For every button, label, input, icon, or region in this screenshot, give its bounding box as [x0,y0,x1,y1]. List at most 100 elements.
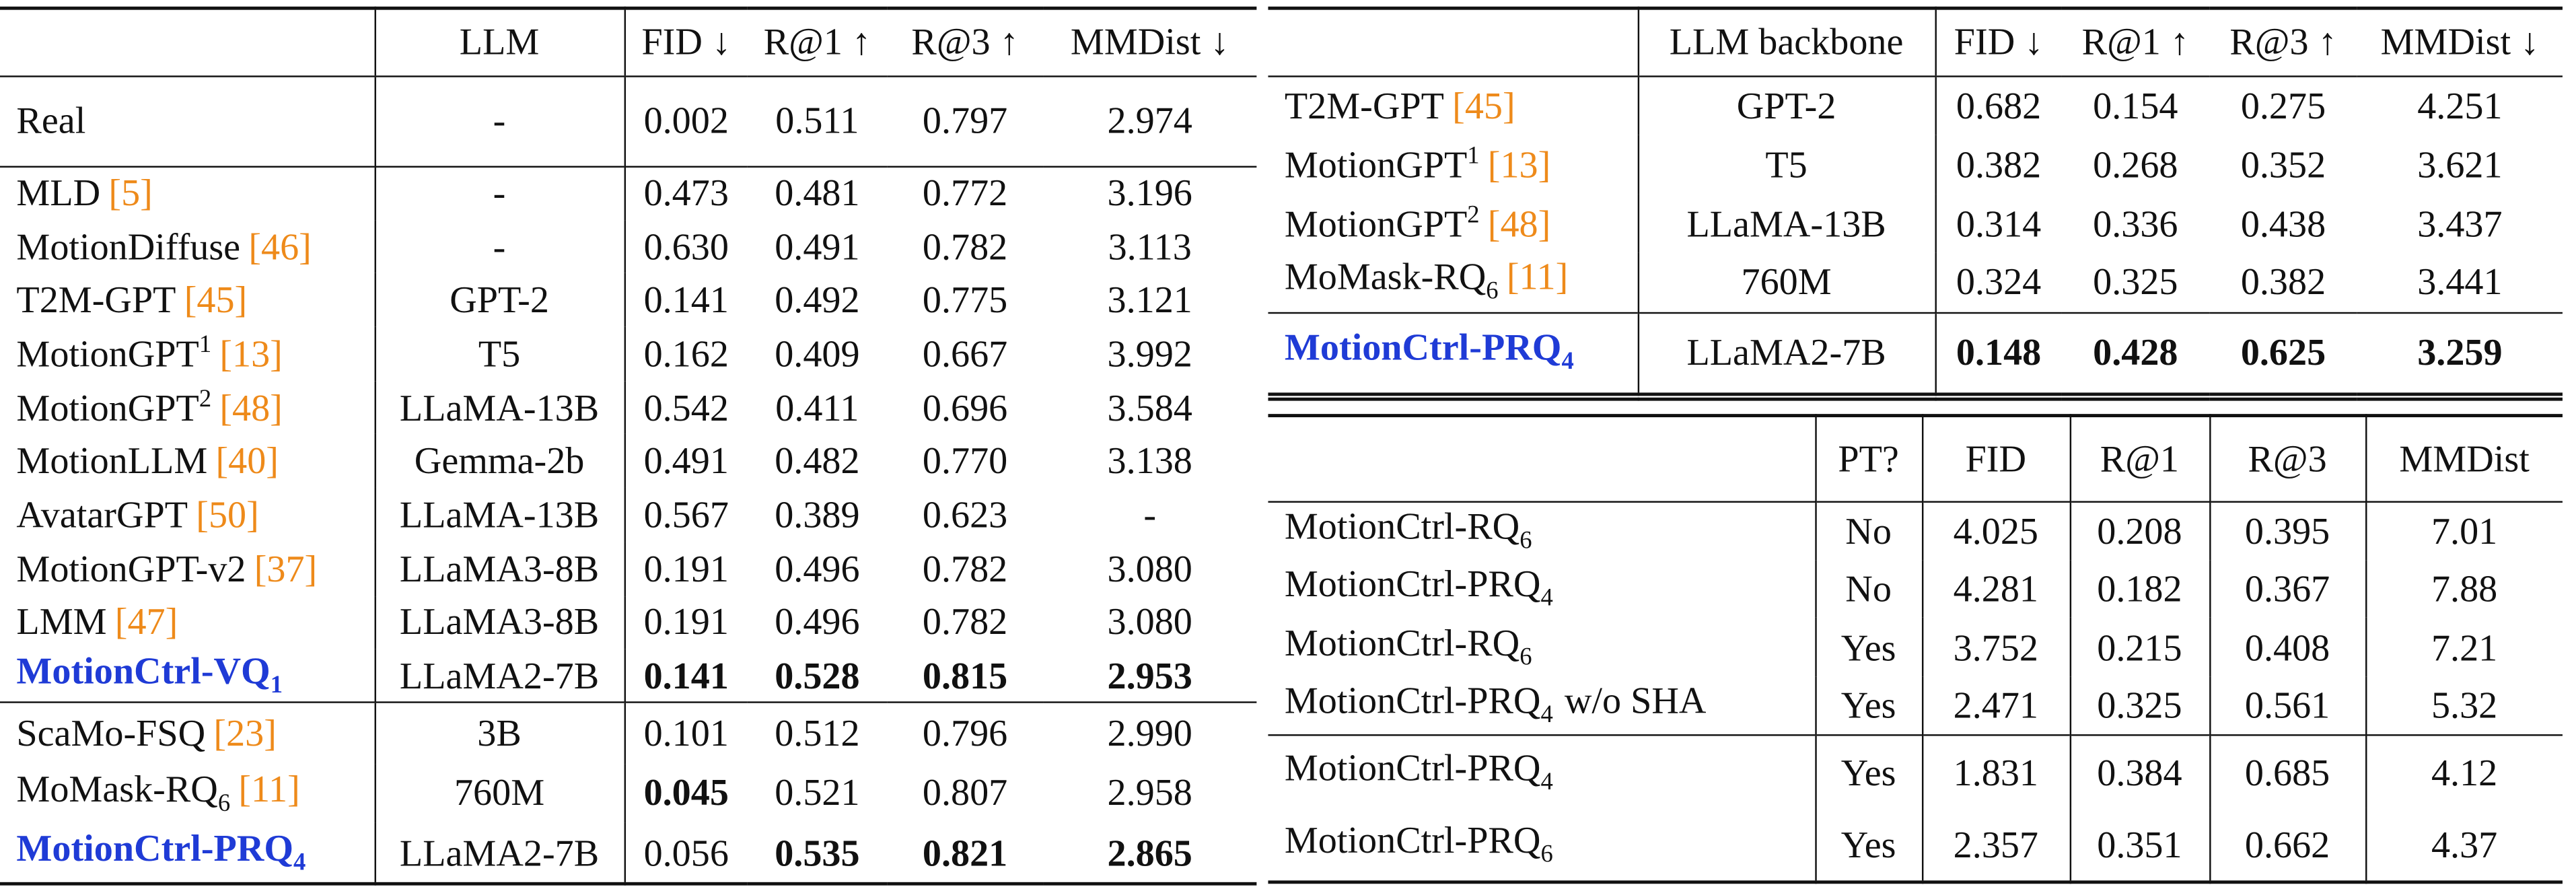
value-cell: LLaMA2-7B [1637,312,1935,396]
value-cell: 0.496 [775,602,860,643]
value-cell: 0.045 [623,762,748,824]
table-row: MotionCtrl-PRQ6 Yes 2.357 0.351 0.662 4.37 [1268,808,2563,882]
value-cell: 0.384 [2069,735,2210,809]
citation: [11] [1506,256,1569,298]
method-name: T2M-GPT [1284,85,1444,127]
header-cell: R@1 ↑ [747,8,888,77]
method-label: MotionCtrl-PRQ4 [16,827,306,876]
value-cell: 0.797 [922,100,1008,141]
value-cell: 0.215 [2069,618,2210,677]
value-cell: 0.411 [775,387,859,429]
value-cell: 0.662 [2208,808,2366,882]
method-cell: MotionCtrl-VQ1 [0,649,375,703]
table-row: MotionGPT2 [48] LLaMA-13B 0.542 0.411 0.696 3.… [0,380,1256,435]
value-cell: 0.336 [2093,203,2178,244]
value-cell: 2.990 [1107,713,1192,754]
header-cell [1268,415,1816,502]
value-cell: - [1143,494,1157,536]
value-cell: 0.492 [775,279,860,321]
value-cell: 0.770 [922,440,1008,482]
method-label: LMM [16,602,106,643]
method-label: MotionCtrl-PRQ4 [1284,327,1574,376]
value-cell: 3.113 [1108,225,1192,267]
table-row: MotionCtrl-PRQ4 LLaMA2-7B 0.056 0.535 0.821 2… [0,823,1256,884]
method-cell: MotionGPT2 [48] [0,381,375,435]
citation: [13] [219,334,283,376]
value-cell: GPT-2 [373,273,624,327]
table-row: MotionCtrl-PRQ4 Yes 1.831 0.384 0.685 4.12 [1268,735,2563,809]
table-row: LMM [47] LLaMA3-8B 0.191 0.496 0.782 3.080 [0,595,1256,649]
value-cell: 3.196 [1107,172,1192,214]
method-cell: MotionCtrl-RQ6 [1268,501,1815,560]
header-cell: R@1 ↑ [2061,8,2210,77]
value-cell: - [373,166,624,220]
header-cell: MMDist ↓ [1043,8,1257,77]
value-cell: T5 [373,326,624,381]
results-table: PT? FID R@1 R@3 MMDist MotionCtrl-RQ6 No 4.025 0… [1268,414,2563,884]
value-cell: 0.782 [922,548,1008,590]
value-cell: 0.428 [2093,332,2178,373]
method-cell: MotionGPT2 [48] [1268,194,1637,253]
value-cell: 4.025 [1921,501,2070,560]
value-cell: LLaMA-13B [373,488,624,542]
method-cell: ScaMo-FSQ [23] [0,703,375,763]
table-row: MotionCtrl-VQ1 LLaMA2-7B 0.141 0.528 0.815 2.… [0,649,1256,703]
method-name: Real [16,100,86,141]
method-name: MotionCtrl-VQ [16,650,271,692]
table-head: LLM backbone FID ↓ R@1 ↑ R@3 ↑ MMDist ↓ [1268,8,2563,77]
method-name: MotionCtrl-PRQ [1284,327,1562,369]
method-sup: 2 [199,386,212,413]
value-cell: 2.357 [1921,808,2070,882]
method-name: AvatarGPT [16,494,188,536]
value-cell: 0.535 [775,832,860,874]
method-name: MotionGPT [1284,144,1468,186]
method-label: AvatarGPT [16,495,188,536]
value-cell: 0.682 [1934,75,2062,135]
method-label: MotionCtrl-PRQ4 w/o SHA [1285,680,1707,729]
value-cell: LLaMA-13B [1637,194,1935,253]
method-cell: MLD [5] [0,166,375,220]
value-cell: No [1814,501,1922,560]
method-name: ScaMo-FSQ [16,713,206,754]
method-sub: 1 [270,672,283,699]
value-cell: 0.325 [2093,261,2178,303]
value-cell: 3.437 [2417,203,2503,244]
table-row: MotionGPT2 [48] LLaMA-13B 0.314 0.336 0.438 3.… [1268,194,2563,253]
value-cell: 0.141 [623,649,748,703]
row-group: ScaMo-FSQ [23] 3B 0.101 0.512 0.796 2.990 MoMas… [0,703,1257,884]
method-cell: MotionDiffuse [46] [0,219,375,273]
method-name: MotionCtrl-PRQ [16,827,294,869]
method-sub: 6 [1486,279,1499,306]
method-sup: 2 [1467,202,1480,229]
value-cell: No [1814,559,1922,618]
value-cell: 0.191 [623,595,748,649]
value-cell: 0.528 [775,655,860,697]
header-cell [0,8,375,77]
method-cell: MotionGPT1 [13] [1268,135,1637,194]
row-group: MotionCtrl-RQ6 No 4.025 0.208 0.395 7.01 Motio… [1268,501,2563,736]
value-cell: 7.88 [2364,559,2563,618]
value-cell: 0.324 [1934,252,2062,312]
header-cell: LLM [373,8,624,77]
value-cell: 3.584 [1107,387,1192,429]
table-row: T2M-GPT [45] GPT-2 0.141 0.492 0.775 3.121 [0,273,1256,327]
value-cell: 0.630 [623,219,748,274]
value-cell: 0.314 [1934,194,2062,253]
method-label: MotionCtrl-PRQ4 [1285,564,1553,612]
value-cell: 0.148 [1934,312,2062,396]
table-row: MotionGPT-v2 [37] LLaMA3-8B 0.191 0.496 0.782… [0,542,1256,596]
table-row: MotionGPT1 [13] T5 0.382 0.268 0.352 3.621 [1268,135,2563,194]
value-cell: LLaMA3-8B [373,542,624,596]
row-group: Real -0.002 0.511 0.797 2.974 [0,75,1256,166]
method-label: MoMask-RQ6 [16,768,230,816]
value-cell: 0.521 [775,773,860,814]
method-label: MotionCtrl-VQ1 [16,650,283,699]
value-cell: 4.251 [2417,85,2503,127]
method-sub: 4 [1540,769,1553,796]
value-cell: 0.382 [2240,261,2326,303]
citation: [48] [1487,203,1551,245]
table-row: MotionCtrl-PRQ4 w/o SHA Yes 2.471 0.325 0.561… [1268,676,2563,736]
row-group: MotionCtrl-PRQ4 Yes 1.831 0.384 0.685 4.12 Mot… [1268,735,2563,882]
table-row: MotionCtrl-PRQ4 No 4.281 0.182 0.367 7.88 [1268,559,2563,618]
value-cell: 0.382 [1934,135,2062,194]
